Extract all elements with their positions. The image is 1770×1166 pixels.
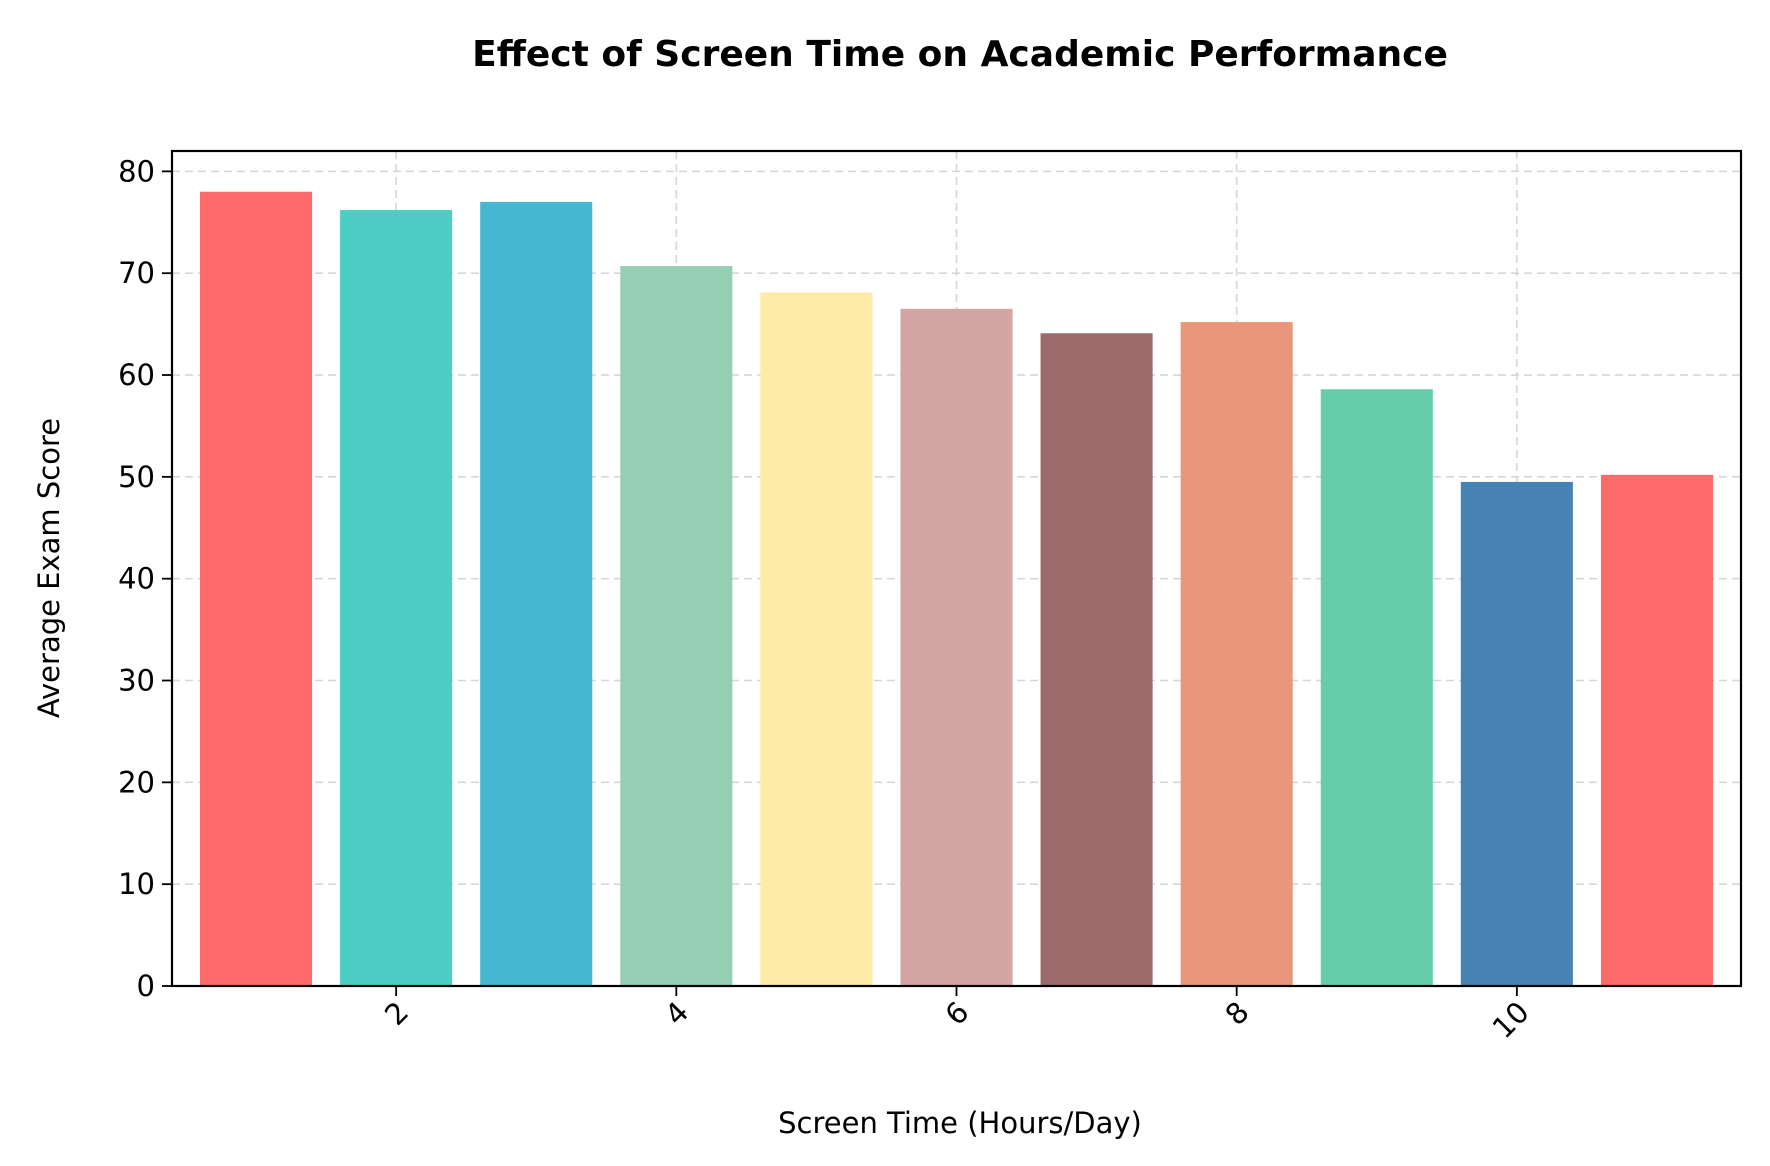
bar <box>900 308 1013 987</box>
bars <box>200 191 1713 987</box>
y-axis: 0 10 20 30 40 50 60 70 80 <box>118 154 172 1003</box>
y-tick-label: 30 <box>118 664 155 698</box>
bar <box>760 292 873 986</box>
y-tick-label: 40 <box>118 562 155 596</box>
x-tick-label: 8 <box>1219 995 1256 1032</box>
bar <box>340 210 453 986</box>
y-tick-label: 60 <box>118 358 155 392</box>
x-axis: 2 4 6 8 10 <box>378 986 1536 1045</box>
bar <box>1040 333 1153 986</box>
x-tick-label: 6 <box>938 995 975 1032</box>
y-tick-label: 70 <box>118 256 155 290</box>
bar <box>480 201 593 987</box>
chart-title: Effect of Screen Time on Academic Perfor… <box>472 34 1448 75</box>
bar <box>620 266 733 986</box>
x-tick-label: 4 <box>658 995 695 1032</box>
bar <box>200 191 313 987</box>
y-tick-label: 0 <box>137 969 155 1003</box>
x-tick-label: 2 <box>378 995 415 1032</box>
bar <box>1460 481 1573 986</box>
x-axis-label: Screen Time (Hours/Day) <box>778 1106 1142 1140</box>
x-tick-label: 10 <box>1486 995 1536 1045</box>
y-tick-label: 20 <box>118 765 155 799</box>
y-axis-label: Average Exam Score <box>32 418 66 718</box>
y-tick-label: 50 <box>118 460 155 494</box>
y-tick-label: 10 <box>118 867 155 901</box>
bar <box>1180 322 1293 986</box>
y-tick-label: 80 <box>118 154 155 188</box>
bar <box>1320 389 1433 986</box>
bar <box>1600 474 1713 986</box>
